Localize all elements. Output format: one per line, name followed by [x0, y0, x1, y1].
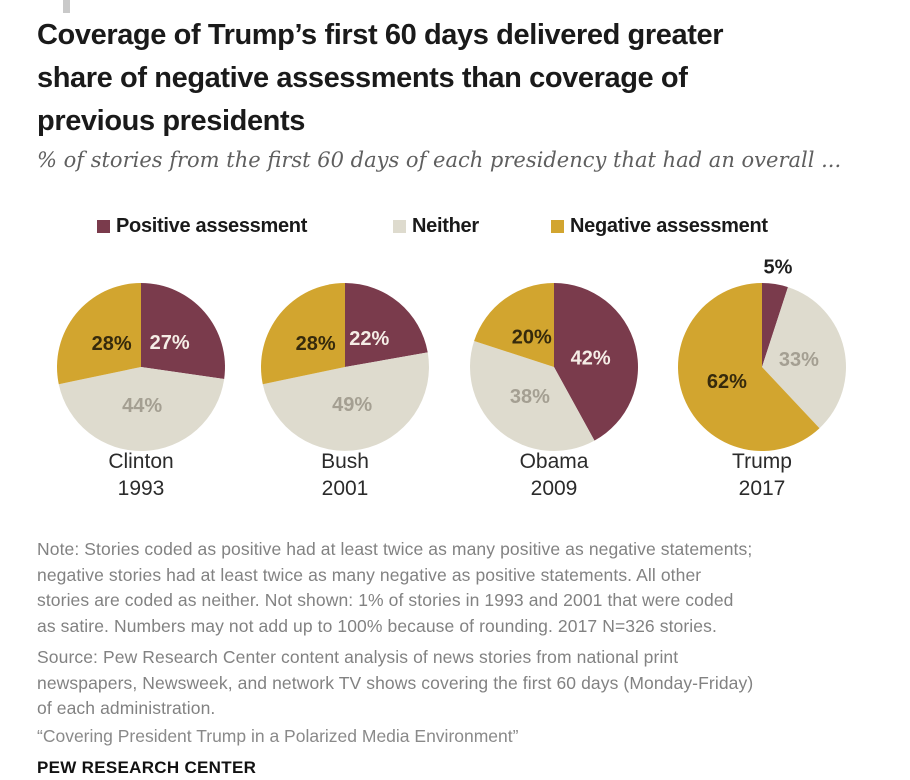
pie-chart-bush: 22% 49% 28% Bush 2001	[240, 242, 450, 502]
pie-label: Trump	[732, 450, 792, 473]
pie-value-bush-neither: 49%	[332, 394, 372, 416]
pie-caption-bush: Bush 2001	[240, 448, 450, 502]
pie-slice-obama-neither	[469, 341, 595, 452]
pie-slice-bush-positive	[345, 283, 428, 367]
pie-svg-trump: 5% 33% 62%	[677, 256, 846, 451]
pie-chart-trump: 5% 33% 62% Trump 2017	[657, 242, 867, 502]
page-title: Coverage of Trump’s first 60 days delive…	[37, 19, 724, 137]
legend-label-positive: Positive assessment	[116, 215, 308, 237]
pie-slice-clinton-positive	[141, 283, 226, 379]
pie-label: Clinton	[108, 450, 174, 473]
pie-value-bush-negative: 28%	[296, 333, 336, 355]
legend-label-neither: Neither	[412, 215, 479, 237]
pie-year: 2017	[738, 477, 786, 500]
pie-value-clinton-negative: 28%	[92, 333, 132, 355]
pie-caption-obama: Obama 2009	[449, 448, 659, 502]
pie-label: Obama	[519, 450, 589, 473]
pie-value-obama-positive: 42%	[571, 348, 611, 370]
pie-value-trump-negative: 62%	[707, 371, 747, 393]
pie-slice-trump-positive	[762, 283, 788, 367]
pie-slice-clinton-neither	[58, 367, 225, 452]
source-text: Source: Pew Research Center content anal…	[37, 647, 754, 718]
legend-item-positive: Positive assessment	[97, 215, 307, 238]
pie-slice-obama-negative	[474, 283, 554, 367]
screenshot-artifact	[63, 0, 70, 13]
page-subtitle: % of stories from the first 60 days of e…	[37, 148, 842, 172]
legend-item-neither: Neither	[393, 215, 479, 238]
pie-year: 2009	[530, 477, 578, 500]
pie-svg-clinton: 27% 44% 28%	[57, 283, 226, 452]
note-text: Note: Stories coded as positive had at l…	[37, 539, 753, 636]
legend-swatch-positive	[97, 220, 110, 233]
pie-label: Bush	[321, 450, 369, 473]
pie-chart-clinton: 27% 44% 28% Clinton 1993	[36, 242, 246, 502]
pie-slice-bush-negative	[261, 283, 345, 385]
pie-slice-clinton-negative	[57, 283, 141, 385]
pie-value-trump-positive: 5%	[764, 256, 793, 278]
footer-brand: PEW RESEARCH CENTER	[37, 758, 257, 777]
pie-value-obama-neither: 38%	[510, 386, 550, 408]
pie-value-trump-neither: 33%	[779, 349, 819, 371]
pie-caption-trump: Trump 2017	[657, 448, 867, 502]
pie-svg-obama: 42% 38% 20%	[469, 283, 639, 452]
legend: Positive assessment Neither Negative ass…	[0, 215, 910, 241]
pie-value-clinton-positive: 27%	[150, 332, 190, 354]
legend-swatch-negative	[551, 220, 564, 233]
pie-chart-obama: 42% 38% 20% Obama 2009	[449, 242, 659, 502]
pie-slice-obama-positive	[554, 283, 639, 441]
legend-swatch-neither	[393, 220, 406, 233]
legend-item-negative: Negative assessment	[551, 215, 768, 238]
pie-year: 1993	[117, 477, 165, 500]
legend-label-negative: Negative assessment	[570, 215, 768, 237]
pie-svg-bush: 22% 49% 28%	[261, 283, 429, 451]
report-quote: “Covering President Trump in a Polarized…	[37, 726, 519, 746]
pie-value-clinton-neither: 44%	[122, 395, 162, 417]
pie-value-obama-negative: 20%	[512, 326, 552, 348]
pie-value-bush-positive: 22%	[349, 328, 389, 350]
pie-slice-bush-neither	[262, 352, 429, 451]
pie-caption-clinton: Clinton 1993	[36, 448, 246, 502]
pie-slice-trump-negative	[677, 283, 820, 451]
pie-slice-trump-neither	[762, 287, 846, 429]
pie-year: 2001	[321, 477, 369, 500]
